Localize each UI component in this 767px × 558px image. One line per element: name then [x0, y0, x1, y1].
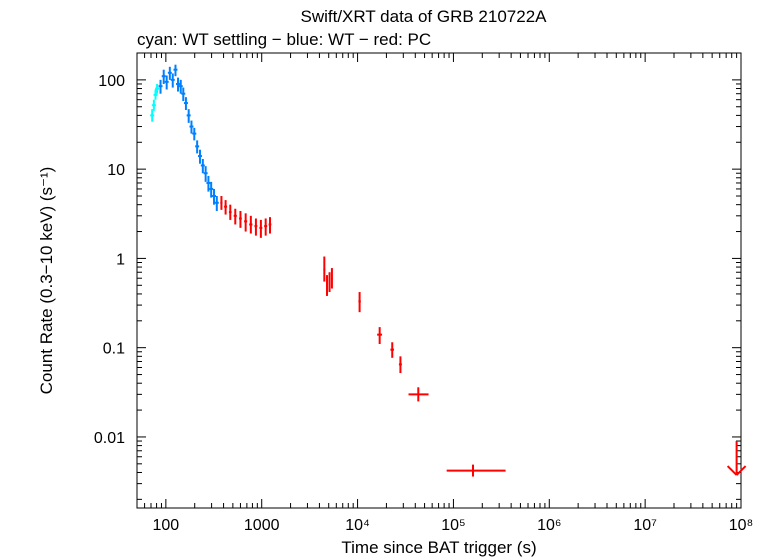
- x-tick-label: 10⁷: [633, 517, 657, 534]
- y-tick-label: 1: [116, 251, 125, 268]
- data-point-wt-settling: [155, 83, 160, 94]
- data-point-wt: [161, 69, 166, 84]
- data-point-wt: [200, 158, 205, 174]
- x-axis-label: Time since BAT trigger (s): [341, 538, 536, 557]
- series-wt: [158, 64, 219, 211]
- data-point-pc: [328, 272, 331, 293]
- data-point-wt: [189, 120, 194, 134]
- data-point-pc: [254, 218, 258, 236]
- data-point-wt: [195, 140, 200, 154]
- data-point-wt: [170, 73, 175, 88]
- data-point-wt: [158, 79, 163, 94]
- data-point-pc: [398, 356, 402, 374]
- data-point-pc: [244, 213, 248, 232]
- data-point-wt: [176, 77, 181, 92]
- data-point-pc: [239, 210, 242, 228]
- data-point-wt-settling: [151, 99, 156, 111]
- data-point-wt: [181, 87, 186, 101]
- data-point-wt: [183, 97, 188, 110]
- data-marks: [150, 64, 747, 477]
- series-wt-settling: [150, 83, 160, 122]
- data-point-wt: [167, 66, 172, 80]
- data-point-pc: [224, 200, 228, 215]
- data-point-pc: [446, 464, 506, 477]
- data-point-pc: [330, 268, 333, 289]
- data-point-pc: [358, 292, 361, 313]
- data-point-wt: [209, 181, 214, 198]
- data-point-pc: [228, 204, 232, 220]
- y-tick-label: 0.01: [94, 430, 125, 447]
- series-pc: [220, 196, 747, 477]
- x-tick-label: 10⁵: [441, 517, 465, 534]
- data-point-wt: [206, 175, 211, 192]
- y-tick-label: 0.1: [103, 341, 125, 358]
- x-tick-label: 10⁸: [729, 517, 754, 534]
- data-point-pc: [220, 196, 223, 210]
- y-tick-label: 10: [107, 162, 125, 179]
- data-point-pc: [233, 208, 237, 225]
- upper-limit-head-right: [735, 465, 747, 476]
- data-point-wt: [178, 79, 183, 94]
- y-tick-label: 100: [98, 73, 125, 90]
- data-point-wt-settling: [150, 109, 155, 122]
- data-point-pc: [268, 217, 272, 234]
- chart-title: Swift/XRT data of GRB 210722A: [300, 7, 547, 26]
- upper-limit-arrow: [726, 441, 747, 476]
- x-tick-label: 100: [153, 517, 180, 534]
- data-point-pc: [326, 275, 329, 296]
- axis-ticks: 100 1000 10⁴ 10⁵ 10⁶ 10⁷ 10⁸ 100 10 1 0.1 0.01: [94, 52, 754, 534]
- data-point-wt: [214, 196, 219, 211]
- data-point-pc: [323, 256, 326, 282]
- data-point-pc: [408, 387, 429, 402]
- data-point-wt: [203, 166, 208, 182]
- data-point-pc: [249, 215, 253, 234]
- x-tick-label: 10⁴: [345, 517, 370, 534]
- data-point-pc: [259, 219, 263, 238]
- x-tick-label: 1000: [244, 517, 280, 534]
- data-point-wt: [197, 149, 202, 164]
- y-axis-label: Count Rate (0.3−10 keV) (s⁻¹): [37, 167, 56, 395]
- chart-subtitle: cyan: WT settling − blue: WT − red: PC: [137, 30, 432, 49]
- data-point-wt: [173, 64, 178, 77]
- data-point-wt: [192, 127, 197, 141]
- plot-frame: [136, 52, 742, 509]
- data-point-wt: [186, 109, 191, 123]
- data-point-wt-settling: [153, 89, 158, 100]
- upper-limit-head-left: [726, 465, 738, 476]
- data-point-pc: [390, 342, 395, 358]
- data-point-wt: [212, 188, 217, 205]
- data-point-wt: [164, 75, 169, 90]
- data-point-pc: [264, 218, 268, 236]
- data-point-pc: [377, 327, 383, 344]
- x-tick-label: 10⁶: [537, 517, 561, 534]
